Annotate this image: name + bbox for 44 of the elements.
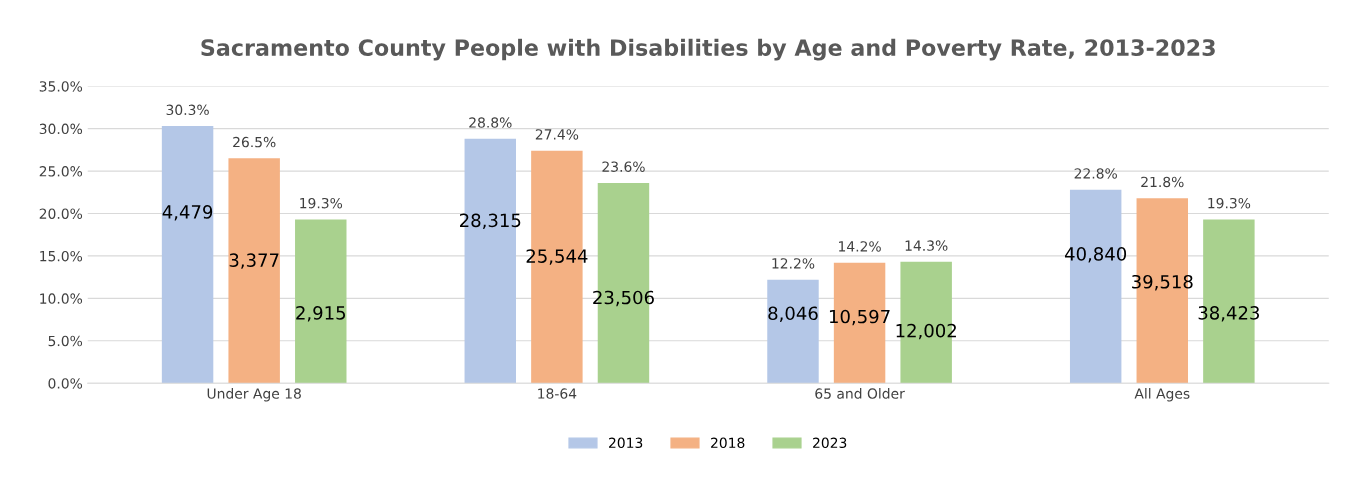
data-label: 12.2% bbox=[772, 258, 815, 269]
y-tick-label: 20.0% bbox=[39, 208, 83, 219]
annotation: 12,002 bbox=[896, 323, 956, 340]
y-tick-label: 35.0% bbox=[39, 81, 83, 92]
y-tick-label: 10.0% bbox=[40, 293, 83, 304]
y-tick-label: 30.0% bbox=[39, 123, 83, 135]
data-label: 28.8% bbox=[469, 117, 512, 128]
y-tick-label: 0.0% bbox=[48, 378, 83, 389]
bar bbox=[161, 126, 214, 384]
data-label: 19.3% bbox=[300, 197, 343, 209]
annotation: 25,544 bbox=[526, 249, 588, 265]
annotation: 38,423 bbox=[1198, 306, 1260, 322]
y-tick-label: 15.0% bbox=[40, 250, 83, 262]
chart-title: Sacramento County People with Disabilities by Age and Poverty Rate, 2013-2023 bbox=[201, 38, 1215, 61]
annotation: 28,315 bbox=[460, 213, 521, 229]
data-label: 26.5% bbox=[233, 136, 276, 148]
data-label: 22.8% bbox=[1074, 168, 1117, 179]
x-tick-label: 18-64 bbox=[538, 388, 577, 399]
y-tick-label: 25.0% bbox=[39, 166, 83, 177]
legend-label: 2013 bbox=[609, 437, 643, 449]
data-label: 14.3% bbox=[905, 240, 948, 251]
bar bbox=[228, 158, 280, 384]
annotation: 23,506 bbox=[593, 290, 654, 307]
data-label: 27.4% bbox=[535, 129, 579, 140]
data-label: 21.8% bbox=[1141, 176, 1184, 188]
x-tick-label: 65 and Older bbox=[815, 388, 905, 399]
annotation: 10,597 bbox=[829, 309, 890, 326]
annotation: 3,377 bbox=[229, 253, 279, 269]
bar bbox=[767, 279, 819, 384]
y-tick-label: 5.0% bbox=[48, 335, 83, 347]
data-label: 30.3% bbox=[166, 104, 209, 116]
bar bbox=[295, 219, 347, 384]
annotation: 4,479 bbox=[162, 205, 213, 221]
annotation: 39,518 bbox=[1132, 274, 1193, 291]
annotation: 2,915 bbox=[296, 306, 346, 322]
annotation: 8,046 bbox=[768, 306, 818, 322]
legend-label: 2018 bbox=[711, 437, 745, 449]
data-label: 14.2% bbox=[839, 241, 881, 252]
data-label: 19.3% bbox=[1208, 197, 1251, 209]
data-label: 23.6% bbox=[602, 161, 645, 172]
annotation: 40,840 bbox=[1064, 247, 1127, 263]
x-tick-label: Under Age 18 bbox=[207, 388, 301, 402]
legend-label: 2023 bbox=[813, 437, 847, 449]
x-tick-label: All Ages bbox=[1134, 388, 1190, 402]
